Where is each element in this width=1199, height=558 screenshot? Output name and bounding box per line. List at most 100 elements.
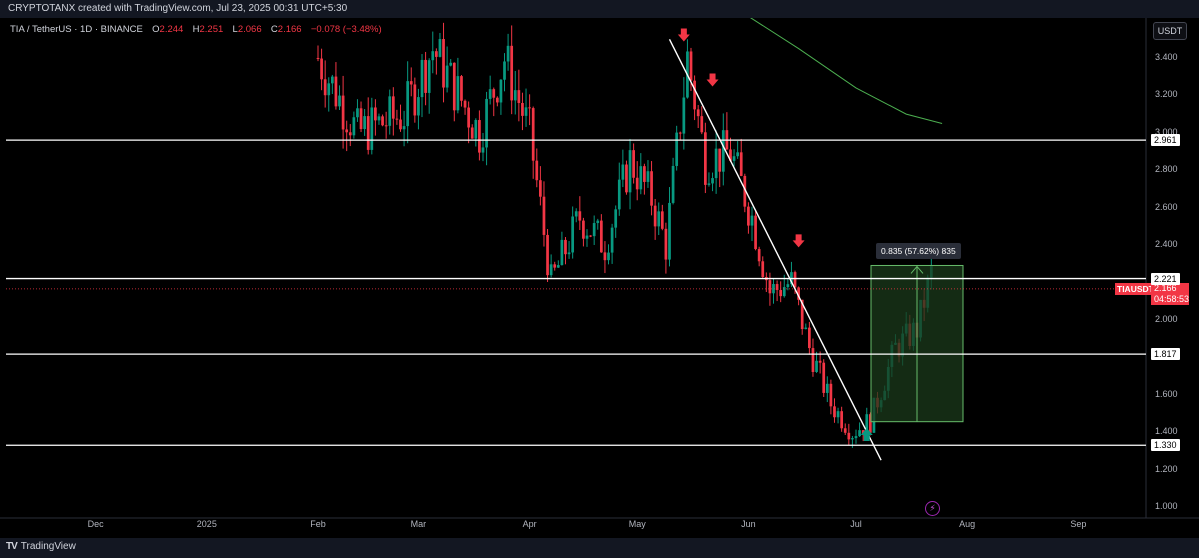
candle-body <box>449 62 453 66</box>
trend-line <box>668 38 882 461</box>
symbol-label: TIA / TetherUS · 1D · BINANCE <box>10 24 143 35</box>
flash-icon[interactable]: ⚡ <box>925 501 940 516</box>
chart-area[interactable] <box>0 18 1199 538</box>
candle-down <box>822 359 826 398</box>
candle-up <box>610 223 614 264</box>
candle-up <box>327 77 331 112</box>
candle-body <box>668 202 671 260</box>
candle-body <box>503 61 506 80</box>
candle-body <box>495 97 499 103</box>
ticker-badge: TIAUSDT <box>1115 283 1156 295</box>
candle-down <box>599 214 603 253</box>
candle-up <box>402 110 406 147</box>
currency-button[interactable]: USDT <box>1153 22 1187 40</box>
candle-body <box>617 179 621 210</box>
candle-up <box>449 59 453 67</box>
candle-body <box>574 211 578 217</box>
candle-body <box>660 211 664 229</box>
candle-down <box>847 423 851 445</box>
candle-body <box>467 107 471 128</box>
candle-body <box>539 180 542 197</box>
candle-up <box>438 32 442 58</box>
candle-down <box>531 106 535 179</box>
time-tick-label: Jun <box>741 519 756 529</box>
candle-down <box>478 110 481 161</box>
open-value: 2.244 <box>159 24 184 35</box>
candle-body <box>747 206 750 226</box>
candle-body <box>366 116 370 150</box>
candle-down <box>391 87 395 136</box>
candle-body <box>338 95 341 107</box>
candle-down <box>553 261 557 271</box>
tradingview-logo-icon: TV <box>6 541 18 552</box>
price-chart[interactable] <box>0 18 1199 538</box>
candle-up <box>786 278 790 291</box>
candle-body <box>840 411 844 429</box>
candle-up <box>639 153 643 195</box>
candle-down <box>696 104 700 129</box>
time-tick-label: Dec <box>87 519 104 529</box>
price-tick-label: 2.600 <box>1155 201 1178 212</box>
candle-body <box>721 130 725 172</box>
candle-up <box>858 422 861 437</box>
candle-down <box>374 99 377 136</box>
candle-up <box>356 99 359 122</box>
candle-body <box>865 414 869 435</box>
candle-body <box>596 220 600 224</box>
candle-body <box>657 211 661 227</box>
candle-down <box>320 48 323 91</box>
last-price-badge: 2.166 04:58:53 <box>1151 283 1189 305</box>
change-value: −0.078 (−3.48%) <box>310 24 382 35</box>
candle-down <box>703 122 707 194</box>
candle-body <box>772 284 775 294</box>
candle-body <box>488 89 492 99</box>
candle-body <box>571 216 575 253</box>
candle-up <box>377 113 381 125</box>
candle-up <box>657 202 661 236</box>
candle-body <box>610 227 614 253</box>
candle-body <box>377 116 381 121</box>
candle-up <box>825 376 829 403</box>
candle-body <box>513 90 517 101</box>
candle-down <box>413 77 417 123</box>
candle-down <box>535 148 539 188</box>
candle-down <box>693 75 696 121</box>
down-arrow-marker <box>792 234 805 248</box>
candle-up <box>815 351 818 373</box>
candle-body <box>521 102 524 116</box>
tradingview-brand[interactable]: TV TradingView <box>6 541 76 552</box>
candle-body <box>603 252 607 261</box>
candle-down <box>603 241 607 274</box>
candle-up <box>596 218 600 230</box>
candle-body <box>402 126 406 130</box>
candle-body <box>316 58 320 59</box>
candle-down <box>779 281 783 303</box>
candle-body <box>782 287 786 297</box>
candle-up <box>431 31 435 74</box>
candle-down <box>381 114 384 127</box>
low-value: 2.066 <box>237 24 262 35</box>
candle-down <box>689 47 693 92</box>
down-arrow-marker <box>677 28 690 42</box>
candle-body <box>811 348 815 372</box>
candle-up <box>732 149 736 167</box>
candle-down <box>729 137 732 163</box>
candle-body <box>653 205 657 227</box>
candle-body <box>585 235 589 239</box>
candle-body <box>833 406 836 418</box>
candle-up <box>614 205 618 238</box>
candle-body <box>736 152 740 157</box>
candle-body <box>556 265 560 268</box>
candle-body <box>420 59 424 98</box>
candle-down <box>650 161 653 216</box>
candle-up <box>836 407 840 424</box>
candle-body <box>711 178 714 184</box>
candle-down <box>660 204 664 231</box>
candle-up <box>524 88 528 127</box>
time-tick-label: Aug <box>959 519 976 529</box>
candle-down <box>517 69 521 122</box>
candle-body <box>370 107 374 150</box>
candle-body <box>682 97 686 134</box>
candle-down <box>700 106 704 135</box>
candle-body <box>492 89 496 98</box>
